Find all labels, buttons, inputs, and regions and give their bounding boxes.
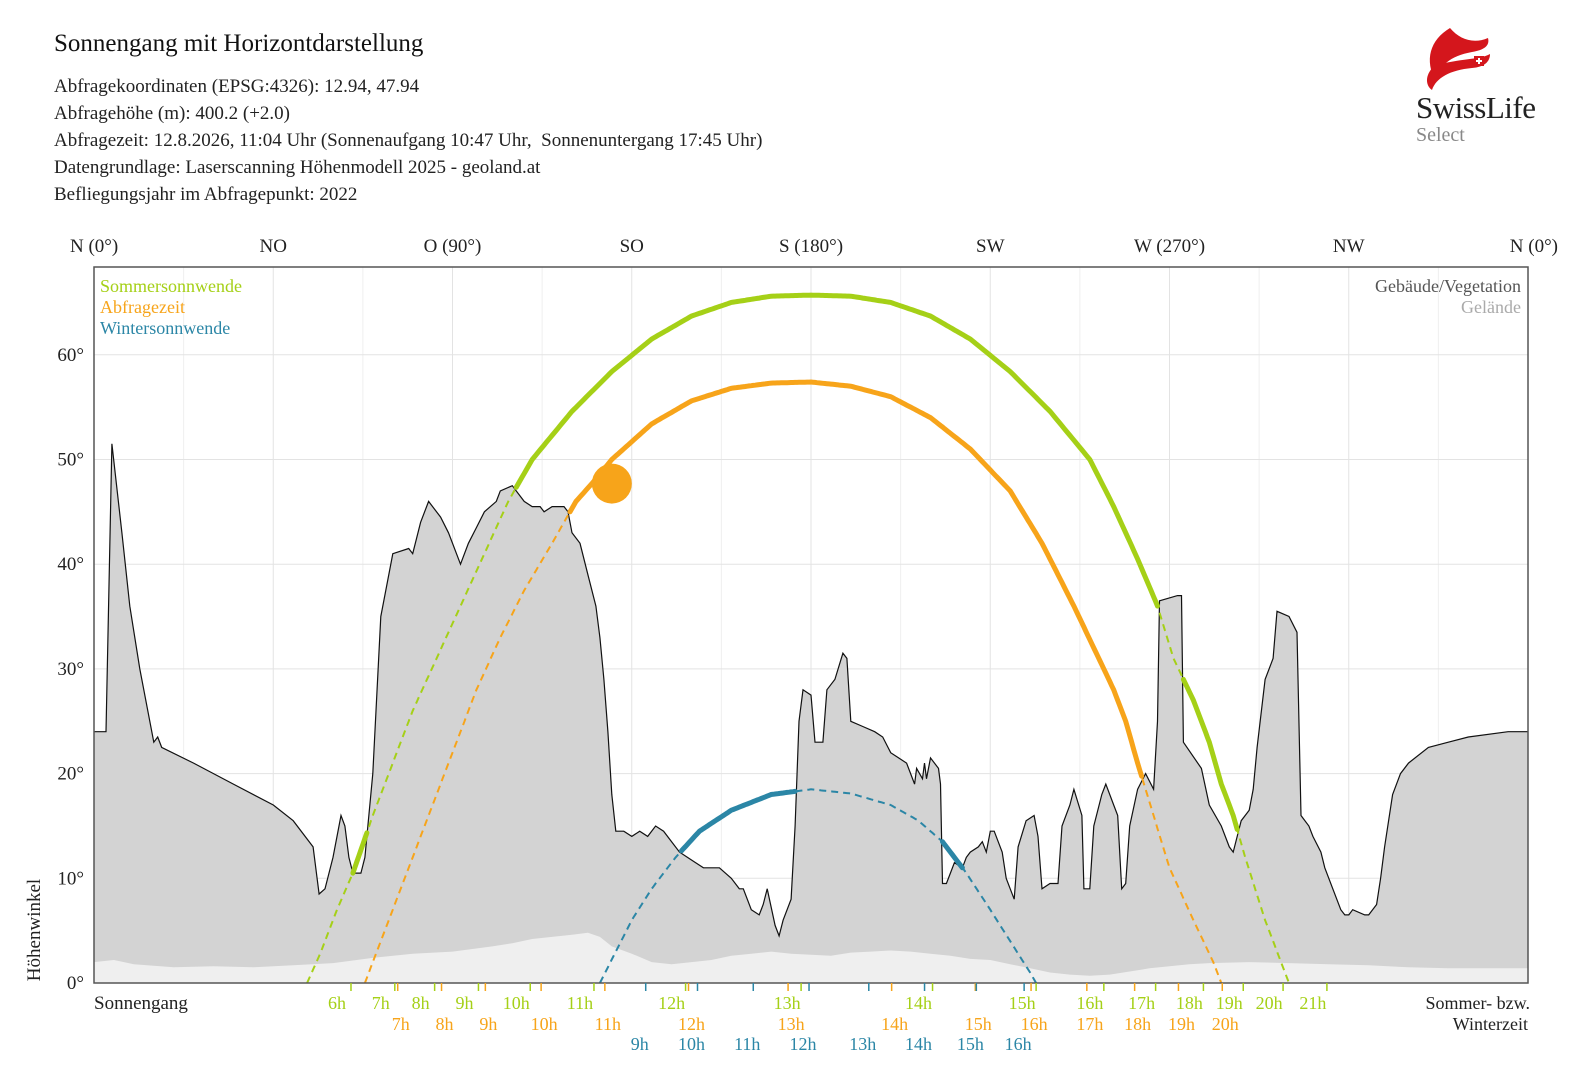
hour-label: 19h bbox=[1168, 1014, 1195, 1034]
hour-label: 17h bbox=[1128, 993, 1155, 1013]
hour-label: 12h bbox=[678, 1014, 705, 1034]
hour-label: 16h bbox=[1005, 1034, 1032, 1054]
hour-label: 12h bbox=[790, 1034, 817, 1054]
hour-label: 17h bbox=[1076, 1014, 1103, 1034]
sun-path-visible-1 bbox=[567, 379, 1145, 779]
hour-label: 21h bbox=[1299, 993, 1326, 1013]
hour-label: 9h bbox=[631, 1034, 649, 1054]
legend-entry: Gelände bbox=[1461, 297, 1521, 317]
hour-label: 20h bbox=[1212, 1014, 1239, 1034]
y-tick-label: 20° bbox=[57, 764, 84, 785]
y-tick-label: 40° bbox=[57, 554, 84, 575]
x-label-right: Sommer- bzw. bbox=[1426, 993, 1530, 1013]
horizon-buildings-area bbox=[94, 443, 1528, 983]
hour-label: 12h bbox=[658, 993, 685, 1013]
hour-label: 6h bbox=[328, 993, 346, 1013]
sun-path-visible-0 bbox=[1180, 676, 1240, 832]
hour-label: 10h bbox=[531, 1014, 558, 1034]
y-tick-label: 50° bbox=[57, 450, 84, 471]
info-query-time: Abfragezeit: 12.8.2026, 11:04 Uhr (Sonne… bbox=[54, 130, 763, 151]
direction-label: N (0°) bbox=[1510, 236, 1558, 257]
info-flight-year: Befliegungsjahr im Abfragepunkt: 2022 bbox=[54, 184, 358, 205]
hour-label: 18h bbox=[1124, 1014, 1151, 1034]
hour-label: 15h bbox=[965, 1014, 992, 1034]
hour-label: 13h bbox=[778, 1014, 805, 1034]
hour-label: 9h bbox=[479, 1014, 497, 1034]
direction-label: SW bbox=[976, 236, 1005, 257]
sun-path-visible-0 bbox=[513, 292, 1160, 609]
sun-path-visible-0 bbox=[350, 830, 370, 876]
legend-entry: Sommersonnwende bbox=[100, 276, 242, 296]
hour-label: 10h bbox=[503, 993, 530, 1013]
direction-label: S (180°) bbox=[779, 236, 843, 257]
hour-label: 19h bbox=[1216, 993, 1243, 1013]
direction-label: W (270°) bbox=[1134, 236, 1205, 257]
horizon-terrain-area bbox=[94, 932, 1528, 983]
hour-label: 20h bbox=[1256, 993, 1283, 1013]
sun-path-visible-2 bbox=[679, 788, 798, 854]
direction-label: NO bbox=[260, 236, 287, 257]
info-height: Abfragehöhe (m): 400.2 (+2.0) bbox=[54, 103, 291, 124]
legend-entry: Wintersonnwende bbox=[100, 318, 230, 338]
hour-label: 11h bbox=[595, 1014, 621, 1034]
hour-label: 14h bbox=[881, 1014, 908, 1034]
hour-label: 14h bbox=[905, 1034, 932, 1054]
hour-label: 18h bbox=[1176, 993, 1203, 1013]
sun-path-visible-2 bbox=[940, 839, 965, 871]
hour-label: 7h bbox=[392, 1014, 410, 1034]
direction-label: O (90°) bbox=[424, 236, 482, 257]
hour-label: 10h bbox=[678, 1034, 705, 1054]
y-tick-label: 10° bbox=[57, 868, 84, 889]
legend-entry: Gebäude/Vegetation bbox=[1375, 276, 1521, 296]
info-coordinates: Abfragekoordinaten (EPSG:4326): 12.94, 4… bbox=[54, 76, 420, 97]
info-data-source: Datengrundlage: Laserscanning Höhenmodel… bbox=[54, 157, 541, 178]
direction-label: NW bbox=[1333, 236, 1365, 257]
hour-label: 16h bbox=[1076, 993, 1103, 1013]
hour-label: 7h bbox=[372, 993, 390, 1013]
sun-position-marker bbox=[591, 463, 632, 504]
chart-title: Sonnengang mit Horizontdarstellung bbox=[54, 30, 424, 57]
hour-label: 8h bbox=[436, 1014, 454, 1034]
hour-label: 11h bbox=[734, 1034, 760, 1054]
hour-label: 9h bbox=[455, 993, 473, 1013]
plot-frame bbox=[93, 266, 1529, 984]
hour-label: 15h bbox=[1009, 993, 1036, 1013]
hour-label: 13h bbox=[774, 993, 801, 1013]
y-tick-label: 60° bbox=[57, 345, 84, 366]
x-label-left: Sonnengang bbox=[94, 993, 188, 1014]
hour-label: 16h bbox=[1021, 1014, 1048, 1034]
y-tick-label: 30° bbox=[57, 659, 84, 680]
direction-label: SO bbox=[620, 236, 644, 257]
legend-entry: Abfragezeit bbox=[100, 297, 185, 317]
hour-label: 14h bbox=[905, 993, 932, 1013]
logo-wordmark: SwissLife bbox=[1416, 90, 1536, 125]
swisslife-logo-icon bbox=[1427, 28, 1490, 90]
hour-label: 8h bbox=[412, 993, 430, 1013]
x-label-right: Winterzeit bbox=[1453, 1014, 1528, 1034]
y-axis-label: Höhenwinkel bbox=[24, 879, 45, 981]
y-tick-label: 0° bbox=[67, 973, 84, 994]
hour-label: 13h bbox=[849, 1034, 876, 1054]
hour-label: 11h bbox=[567, 993, 593, 1013]
direction-label: N (0°) bbox=[70, 236, 118, 257]
logo-subtitle: Select bbox=[1416, 124, 1465, 146]
hour-label: 15h bbox=[957, 1034, 984, 1054]
